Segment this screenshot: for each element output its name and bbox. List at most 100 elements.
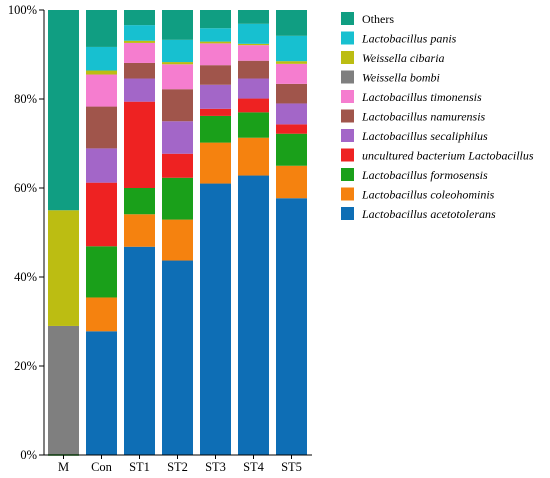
bar-segment-st5-lactobacillus-acetotolerans [276,198,307,456]
bar-segment-con-others [86,10,117,47]
bar-segment-st5-uncultured-bacterium-lactobacillus [276,124,307,134]
legend-swatch-lactobacillus-panis [341,31,354,45]
legend-label-lactobacillus-acetotolerans: Lactobacillus acetotolerans [361,207,496,221]
legend-label-weissella-cibaria: Weissella cibaria [362,51,445,65]
legend-swatch-others [341,12,354,25]
bar-segment-st2-lactobacillus-secaliphilus [162,121,193,154]
bar-segment-st3-others [200,10,231,29]
legend-swatch-lactobacillus-namurensis [341,109,354,123]
bar-segment-st4-lactobacillus-acetotolerans [238,175,269,456]
bar-segment-st1-weissella-cibaria [124,40,155,43]
bar-segment-st4-uncultured-bacterium-lactobacillus [238,98,269,113]
y-tick-label: 100% [8,3,37,17]
bar-segment-st3-weissella-cibaria [200,41,231,44]
legend-swatch-lactobacillus-secaliphilus [341,129,354,142]
bar-segment-st4-lactobacillus-timonensis [238,45,269,61]
legend-label-weissella-bombi: Weissella bombi [362,71,440,85]
bar-segment-st3-lactobacillus-timonensis [200,43,231,66]
bar-segment-st5-lactobacillus-timonensis [276,63,307,84]
bars-layer [48,10,307,456]
bar-segment-st1-lactobacillus-secaliphilus [124,78,155,102]
legend-swatch-weissella-cibaria [341,51,354,64]
bar-segment-st4-weissella-cibaria [238,43,269,46]
bar-segment-st1-lactobacillus-panis [124,25,155,41]
bar-segment-st3-uncultured-bacterium-lactobacillus [200,108,231,116]
bar-segment-st2-lactobacillus-coleohominis [162,219,193,261]
bar-segment-st1-uncultured-bacterium-lactobacillus [124,101,155,188]
bar-segment-st2-others [162,10,193,40]
legend-swatch-lactobacillus-coleohominis [341,187,354,201]
bar-segment-st3-lactobacillus-acetotolerans [200,183,231,456]
axes-layer: 0% 20% 40% 60% 80% 100% M Con ST1 ST2 ST3 ST4 ST5 [8,3,312,474]
x-tick-label-st5: ST5 [281,460,302,473]
x-tick-label-m: M [58,460,69,473]
x-tick-label-st3: ST3 [205,460,226,473]
bar-segment-st1-lactobacillus-coleohominis [124,214,155,247]
x-tick-label-st1: ST1 [129,460,150,473]
bar-segment-st4-lactobacillus-formosensis [238,112,269,138]
bar-segment-st3-lactobacillus-panis [200,28,231,42]
bar-segment-st2-lactobacillus-namurensis [162,89,193,122]
legend-label-lactobacillus-panis: Lactobacillus panis [361,32,457,46]
bar-segment-con-lactobacillus-namurensis [86,106,117,149]
bar-segment-con-weissella-cibaria [86,70,117,75]
bar-segment-st4-lactobacillus-namurensis [238,60,269,79]
bar-segment-st4-lactobacillus-panis [238,23,269,44]
bar-segment-st1-others [124,10,155,26]
bar-segment-st3-lactobacillus-coleohominis [200,142,231,184]
legend-label-lactobacillus-namurensis: Lactobacillus namurensis [361,110,486,124]
x-tick-label-con: Con [91,460,113,473]
legend-label-uncultured-bacterium-lactobacillus: uncultured bacterium Lactobacillus [362,149,534,163]
y-tick-label: 0% [20,448,37,462]
bar-segment-con-lactobacillus-coleohominis [86,297,117,332]
bar-segment-st5-weissella-cibaria [276,61,307,64]
bar-segment-st1-lactobacillus-timonensis [124,42,155,63]
bar-segment-st1-lactobacillus-acetotolerans [124,246,155,455]
legend-label-lactobacillus-secaliphilus: Lactobacillus secaliphilus [361,129,488,143]
bar-segment-st4-lactobacillus-coleohominis [238,137,269,176]
bar-segment-con-uncultured-bacterium-lactobacillus [86,182,117,247]
legend-label-lactobacillus-timonensis: Lactobacillus timonensis [361,90,482,104]
legend-swatch-weissella-bombi [341,70,354,84]
legend-swatch-lactobacillus-acetotolerans [341,207,354,220]
bar-segment-st2-lactobacillus-formosensis [162,177,193,220]
bar-segment-st1-lactobacillus-formosensis [124,188,155,215]
bar-segment-st1-lactobacillus-namurensis [124,62,155,79]
bar-segment-st5-others [276,10,307,36]
bar-segment-st4-others [238,10,269,24]
y-tick-label: 80% [14,92,37,106]
legend-swatch-uncultured-bacterium-lactobacillus [341,148,354,162]
bar-segment-m-weissella-bombi [48,325,79,455]
bar-segment-m-others [48,10,79,211]
bar-segment-st2-lactobacillus-acetotolerans [162,260,193,455]
bar-segment-con-lactobacillus-formosensis [86,246,117,298]
bar-segment-st5-lactobacillus-secaliphilus [276,103,307,125]
legend-label-lactobacillus-formosensis: Lactobacillus formosensis [361,168,488,182]
x-tick-label-st2: ST2 [167,460,188,473]
bar-segment-st5-lactobacillus-panis [276,35,307,62]
legend-layer: Others Lactobacillus panis Weissella cibar… [341,12,534,221]
bar-segment-st5-lactobacillus-formosensis [276,133,307,166]
bar-segment-con-lactobacillus-acetotolerans [86,331,117,455]
bar-segment-st2-weissella-cibaria [162,62,193,65]
x-tick-label-st4: ST4 [243,460,265,473]
y-tick-label: 20% [14,359,37,373]
legend-swatch-lactobacillus-formosensis [341,168,354,181]
bar-segment-m-weissella-cibaria [48,210,79,326]
bar-segment-st2-lactobacillus-panis [162,39,193,63]
bar-segment-st5-lactobacillus-namurensis [276,83,307,104]
bar-segment-st3-lactobacillus-formosensis [200,115,231,143]
y-tick-label: 60% [14,181,37,195]
legend-swatch-lactobacillus-timonensis [341,90,354,103]
y-tick-label: 40% [14,270,37,284]
bar-segment-st5-lactobacillus-coleohominis [276,165,307,199]
bar-segment-con-lactobacillus-timonensis [86,74,117,107]
bar-segment-con-lactobacillus-panis [86,46,117,71]
legend-label-lactobacillus-coleohominis: Lactobacillus coleohominis [361,188,495,202]
bar-segment-con-lactobacillus-secaliphilus [86,148,117,183]
bar-segment-st2-uncultured-bacterium-lactobacillus [162,153,193,178]
bar-segment-st3-lactobacillus-secaliphilus [200,84,231,109]
bar-segment-st2-lactobacillus-timonensis [162,64,193,90]
